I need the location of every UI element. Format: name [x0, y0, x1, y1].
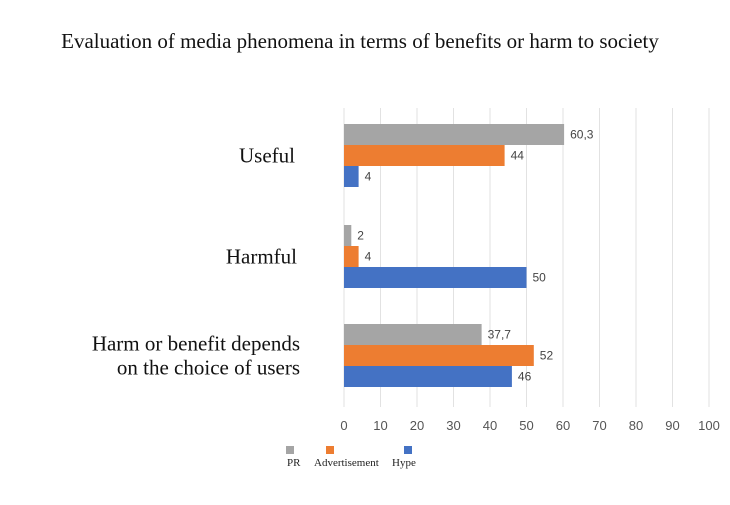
data-label: 46	[518, 370, 532, 384]
x-tick-label: 100	[698, 418, 720, 433]
x-tick-label: 30	[446, 418, 460, 433]
data-label: 50	[533, 271, 547, 285]
x-tick-label: 50	[519, 418, 533, 433]
legend-swatch	[286, 446, 294, 454]
bar	[344, 225, 352, 246]
bar	[344, 246, 359, 267]
bar	[344, 124, 565, 145]
x-tick-label: 90	[665, 418, 679, 433]
category-label: Harmful	[226, 245, 297, 269]
category-label: on the choice of users	[117, 356, 300, 380]
legend-swatch	[404, 446, 412, 454]
bar	[344, 324, 482, 345]
x-tick-label: 20	[410, 418, 424, 433]
legend: PR Advertisement Hype	[286, 446, 416, 469]
category-label: Useful	[239, 144, 295, 168]
data-label: 4	[365, 170, 372, 184]
legend-label: Advertisement	[314, 457, 379, 469]
category-label: Harm or benefit depends	[92, 332, 300, 356]
bars	[344, 124, 565, 387]
chart-title: Evaluation of media phenomena in terms o…	[61, 29, 659, 53]
data-label: 2	[357, 229, 364, 243]
x-tick-label: 10	[373, 418, 387, 433]
x-tick-label: 40	[483, 418, 497, 433]
data-label: 4	[365, 250, 372, 264]
bar	[344, 166, 359, 187]
x-tick-label: 60	[556, 418, 570, 433]
bar	[344, 345, 534, 366]
bar	[344, 145, 505, 166]
data-label: 52	[540, 349, 554, 363]
data-label: 44	[511, 149, 525, 163]
x-tick-label: 0	[340, 418, 347, 433]
x-tick-label: 70	[592, 418, 606, 433]
x-tick-label: 80	[629, 418, 643, 433]
legend-swatch	[326, 446, 334, 454]
data-label: 60,3	[570, 128, 594, 142]
x-axis-ticks: 0 10 20 30 40 50 60 70 80 90 100	[340, 418, 719, 433]
data-label: 37,7	[488, 328, 512, 342]
legend-label: PR	[287, 457, 301, 469]
bar	[344, 267, 527, 288]
legend-label: Hype	[392, 457, 416, 469]
bar	[344, 366, 512, 387]
